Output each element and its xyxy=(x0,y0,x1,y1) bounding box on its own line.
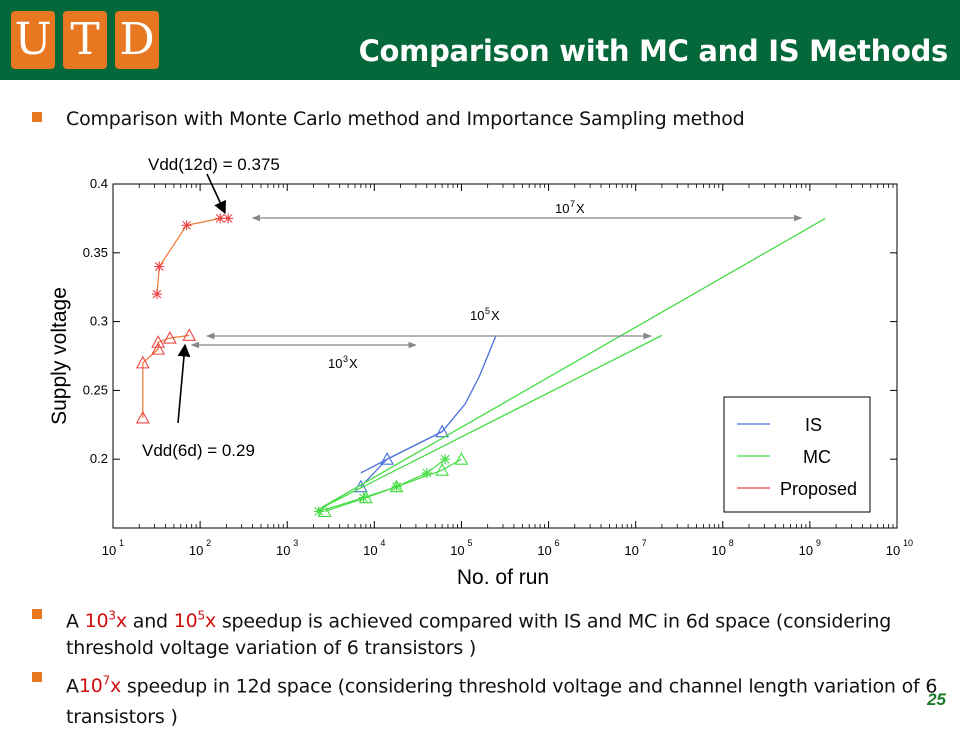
proposed-triangle-point xyxy=(162,330,177,344)
x-tick-label: 10 xyxy=(450,543,464,558)
slide-header: U T D Comparison with MC and IS Methods xyxy=(0,0,960,80)
bullet-marker xyxy=(32,672,42,682)
logo-letter-t: T xyxy=(63,11,107,69)
x-tick-label: 10 xyxy=(624,543,638,558)
proposed-triangle-point xyxy=(151,341,166,355)
mc-star-point xyxy=(313,506,324,517)
proposed-star-point xyxy=(181,220,192,231)
is-triangle-point xyxy=(435,424,450,438)
mc-triangle-point xyxy=(454,452,469,465)
mc-star-point xyxy=(440,454,451,465)
legend-box xyxy=(723,396,871,513)
bullet-2-text: A 103x and 105x speedup is achieved comp… xyxy=(66,609,892,660)
mc-triangle-point xyxy=(435,463,450,476)
x-tick-exponent: 3 xyxy=(293,538,298,548)
x-tick-exponent: 4 xyxy=(380,538,385,548)
x-tick-label: 10 xyxy=(189,543,203,558)
legend-label-mc: MC xyxy=(803,447,831,467)
minor-ticks xyxy=(138,184,894,528)
legend: IS MC Proposed xyxy=(723,396,871,513)
mc-star-line xyxy=(318,458,446,513)
x-tick-label: 10 xyxy=(102,543,116,558)
x-tick-exponent: 2 xyxy=(206,538,211,548)
is-series-line xyxy=(360,335,497,474)
speedup-label-suffix: X xyxy=(576,201,585,216)
speedup-label-exp: 5 xyxy=(485,306,490,316)
x-tick-exponent: 1 xyxy=(119,538,124,548)
y-tick-label: 0.3 xyxy=(90,314,108,329)
bullet-1-text: Comparison with Monte Carlo method and I… xyxy=(66,108,745,130)
speedup-label-exp: 7 xyxy=(570,199,575,209)
speedup-label-suffix: X xyxy=(491,308,500,323)
y-axis-label: Supply voltage xyxy=(48,287,71,425)
x-tick-label: 10 xyxy=(537,543,551,558)
mc-series-line xyxy=(316,334,663,511)
bullet-marker xyxy=(32,609,42,619)
plot-frame xyxy=(112,183,898,529)
y-ticks: 0.2 0.25 0.3 0.35 0.4 xyxy=(83,176,897,466)
mc-series-line xyxy=(321,217,826,508)
x-ticks: 10 1 10 2 10 3 10 4 10 5 10 6 10 7 10 8 10 9 10 10 xyxy=(102,184,913,558)
speedup-label-base: 10 xyxy=(328,356,342,371)
page-number: 25 xyxy=(927,690,946,709)
logo-letter-d: D xyxy=(115,11,159,69)
legend-label-is: IS xyxy=(805,415,822,435)
proposed-star-point xyxy=(152,289,163,300)
annotation-arrow-12d xyxy=(206,173,226,215)
x-tick-label: 10 xyxy=(712,543,726,558)
x-tick-exponent: 6 xyxy=(555,538,560,548)
bullet-3-text: A107x speedup in 12d space (considering … xyxy=(66,674,938,729)
x-tick-label: 10 xyxy=(799,543,813,558)
annotation-arrow-6d xyxy=(177,343,191,424)
is-triangle-point xyxy=(380,452,394,465)
y-tick-label: 0.2 xyxy=(90,451,108,466)
bullet-marker xyxy=(32,112,42,122)
x-tick-exponent: 9 xyxy=(816,538,821,548)
x-tick-label: 10 xyxy=(886,543,900,558)
x-axis-label: No. of run xyxy=(457,566,549,589)
chart: 0.20.250.30.350.4 10 1 10 2 10 3 10 4 10 5 10 6 10 7 1… xyxy=(48,155,913,589)
x-tick-exponent: 5 xyxy=(467,538,472,548)
proposed-star-point xyxy=(215,213,226,224)
proposed-triangle-point xyxy=(182,328,197,341)
mc-star-point xyxy=(358,492,369,503)
y-tick-label: 0.35 xyxy=(83,245,108,260)
x-tick-exponent: 10 xyxy=(903,538,913,548)
annotation-vdd-6d: Vdd(6d) = 0.29 xyxy=(142,441,255,460)
x-tick-label: 10 xyxy=(363,543,377,558)
y-tick-label: 0.4 xyxy=(90,176,108,191)
mc-star-point xyxy=(391,481,402,492)
mc-star-point xyxy=(421,467,432,478)
legend-label-proposed: Proposed xyxy=(780,479,857,499)
speedup-label-base: 10 xyxy=(555,201,569,216)
x-tick-exponent: 7 xyxy=(642,538,647,548)
proposed-triangle-point xyxy=(135,410,150,424)
annotation-vdd-12d: Vdd(12d) = 0.375 xyxy=(148,155,280,174)
proposed-star-point xyxy=(223,213,234,224)
proposed-star-line xyxy=(156,217,229,295)
logo-letter-u: U xyxy=(11,11,55,69)
series-layer xyxy=(135,213,826,518)
speedup-label-suffix: X xyxy=(349,356,358,371)
proposed-triangle-point xyxy=(151,335,166,348)
slide-title: Comparison with MC and IS Methods xyxy=(358,34,949,68)
x-tick-exponent: 8 xyxy=(729,538,734,548)
proposed-triangle-point xyxy=(135,355,150,369)
speedup-arrows: 10 7 X10 5 X10 3 X xyxy=(190,199,803,371)
speedup-label-exp: 3 xyxy=(343,354,348,364)
proposed-star-point xyxy=(154,261,165,272)
y-tick-label: 0.25 xyxy=(83,382,108,397)
x-tick-label: 10 xyxy=(276,543,290,558)
speedup-label-base: 10 xyxy=(470,308,484,323)
